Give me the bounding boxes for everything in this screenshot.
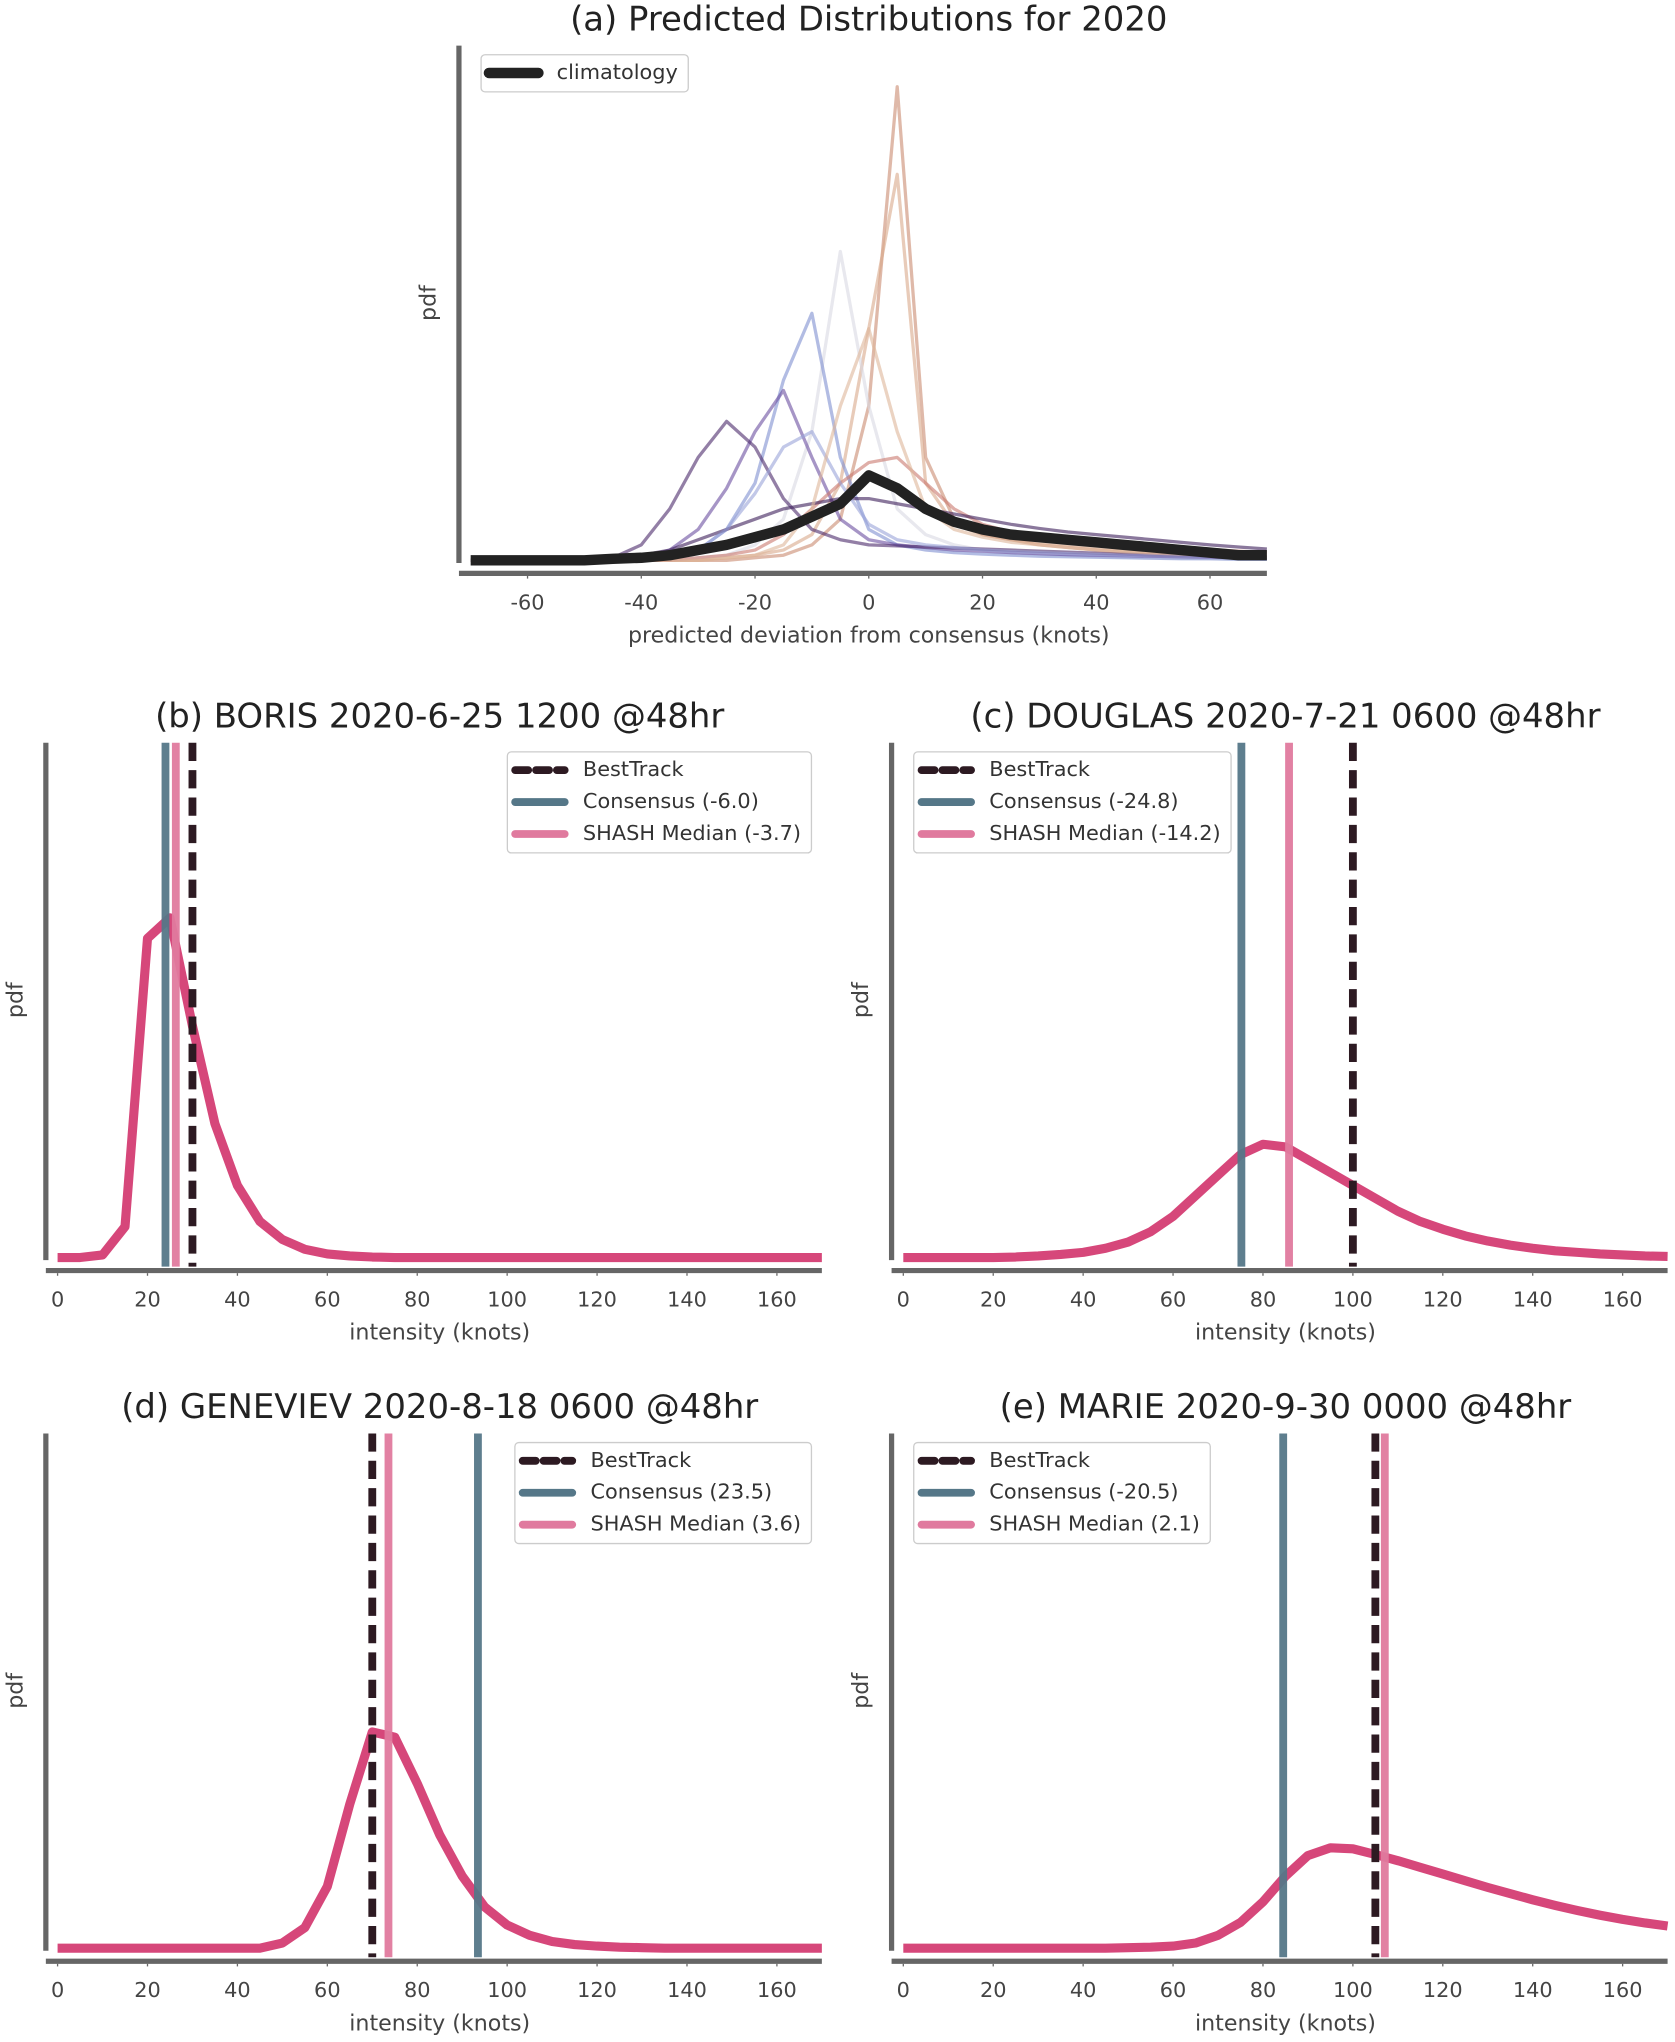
legend: BestTrack Consensus (23.5) SHASH Median (3…: [514, 1441, 813, 1545]
x-tick-label: 120: [1423, 1978, 1463, 2002]
x-tick-label: 40: [1070, 1288, 1097, 1312]
y-axis-label: pdf: [848, 1672, 874, 1709]
x-tick-label: 0: [897, 1978, 910, 2002]
chart-title: (a) Predicted Distributions for 2020: [570, 0, 1167, 38]
x-tick-label: 40: [1083, 590, 1110, 614]
x-tick-label: 140: [667, 1978, 707, 2002]
x-tick-label: 60: [1197, 590, 1224, 614]
legend-box: [514, 1441, 813, 1545]
x-tick-label: 100: [487, 1288, 527, 1312]
legend: BestTrack Consensus (-24.8) SHASH Median (…: [913, 751, 1232, 854]
legend-label: Consensus (-24.8): [989, 789, 1178, 813]
x-tick-label: 140: [667, 1288, 707, 1312]
legend-label: SHASH Median (3.6): [590, 1512, 801, 1536]
x-tick-label: 120: [577, 1288, 617, 1312]
series-line: [470, 470, 1267, 566]
legend-box: [480, 54, 689, 93]
x-tick-label: 20: [134, 1978, 161, 2002]
x-tick-label: 120: [577, 1978, 617, 2002]
x-tick-label: 80: [404, 1288, 431, 1312]
x-axis-label: predicted deviation from consensus (knot…: [628, 622, 1110, 648]
legend-label: BestTrack: [989, 1448, 1091, 1472]
x-tick-label: 20: [969, 590, 996, 614]
x-tick-label: 160: [1603, 1288, 1643, 1312]
y-axis-label: pdf: [2, 1672, 28, 1709]
legend-label: BestTrack: [989, 757, 1091, 781]
legend-label: BestTrack: [583, 757, 685, 781]
x-tick-label: 40: [224, 1288, 251, 1312]
chart-title: (c) DOUGLAS 2020-7-21 0600 @48hr: [970, 697, 1600, 736]
x-tick-label: 60: [1160, 1288, 1187, 1312]
panel: (a) Predicted Distributions for 2020 -60 -…: [415, 0, 1267, 648]
legend-label: Consensus (23.5): [590, 1480, 772, 1504]
x-tick-label: 160: [757, 1288, 797, 1312]
legend: BestTrack Consensus (-20.5) SHASH Median (…: [913, 1441, 1211, 1545]
x-tick-label: 100: [1333, 1978, 1373, 2002]
x-tick-label: 140: [1513, 1978, 1553, 2002]
legend: climatology: [480, 54, 689, 93]
x-tick-label: 100: [487, 1978, 527, 2002]
legend-box: [506, 751, 813, 854]
x-tick-label: 0: [862, 590, 875, 614]
x-axis-label: intensity (knots): [1195, 1320, 1376, 1346]
x-tick-label: 20: [134, 1288, 161, 1312]
x-axis-label: intensity (knots): [349, 1320, 530, 1346]
legend-label: Consensus (-20.5): [989, 1480, 1178, 1504]
x-tick-label: 160: [757, 1978, 797, 2002]
x-tick-label: 160: [1603, 1978, 1643, 2002]
x-tick-label: 80: [404, 1978, 431, 2002]
x-tick-label: 0: [51, 1288, 64, 1312]
x-tick-label: -20: [738, 590, 772, 614]
legend-label: Consensus (-6.0): [583, 789, 759, 813]
x-tick-label: 20: [980, 1978, 1007, 2002]
x-tick-label: 0: [897, 1288, 910, 1312]
legend-box: [913, 1441, 1211, 1545]
x-tick-label: 20: [980, 1288, 1007, 1312]
y-axis-label: pdf: [415, 284, 441, 321]
legend-box: [913, 751, 1232, 854]
chart-title: (e) MARIE 2020-9-30 0000 @48hr: [1000, 1387, 1572, 1426]
panel: (c) DOUGLAS 2020-7-21 0600 @48hr 0 20 40 60 8…: [848, 697, 1668, 1346]
x-tick-label: 120: [1423, 1288, 1463, 1312]
series-line: [470, 249, 1267, 562]
x-tick-label: 60: [1160, 1978, 1187, 2002]
legend: BestTrack Consensus (-6.0) SHASH Median (-…: [506, 751, 813, 854]
chart-title: (d) GENEVIEV 2020-8-18 0600 @48hr: [121, 1387, 758, 1426]
panel: (e) MARIE 2020-9-30 0000 @48hr 0 20 40 60 80 1…: [848, 1387, 1669, 2036]
x-axis-label: intensity (knots): [349, 2010, 530, 2036]
x-tick-label: 60: [314, 1288, 341, 1312]
x-tick-label: 60: [314, 1978, 341, 2002]
legend-label: SHASH Median (-14.2): [989, 821, 1220, 845]
x-tick-label: 40: [224, 1978, 251, 2002]
panel: (d) GENEVIEV 2020-8-18 0600 @48hr 0 20 40 60…: [2, 1387, 822, 2036]
legend-label: SHASH Median (-3.7): [583, 821, 801, 845]
x-tick-label: 100: [1333, 1288, 1373, 1312]
x-tick-label: 80: [1250, 1978, 1277, 2002]
x-tick-label: 40: [1070, 1978, 1097, 2002]
x-tick-label: -40: [624, 590, 658, 614]
panel: (b) BORIS 2020-6-25 1200 @48hr 0 20 40 60 80 1…: [2, 697, 822, 1346]
y-axis-label: pdf: [2, 981, 28, 1018]
x-tick-label: 0: [51, 1978, 64, 2002]
x-tick-label: 80: [1250, 1288, 1277, 1312]
x-tick-label: -60: [511, 590, 545, 614]
series-line: [57, 913, 822, 1263]
legend-label: BestTrack: [590, 1448, 692, 1472]
legend-label: SHASH Median (2.1): [989, 1512, 1200, 1536]
y-axis-label: pdf: [848, 981, 874, 1018]
x-tick-label: 140: [1513, 1288, 1553, 1312]
chart-title: (b) BORIS 2020-6-25 1200 @48hr: [155, 697, 724, 736]
x-axis-label: intensity (knots): [1195, 2010, 1376, 2036]
series-line: [57, 1727, 822, 1953]
legend-label: climatology: [557, 60, 678, 84]
series-line: [470, 172, 1267, 562]
